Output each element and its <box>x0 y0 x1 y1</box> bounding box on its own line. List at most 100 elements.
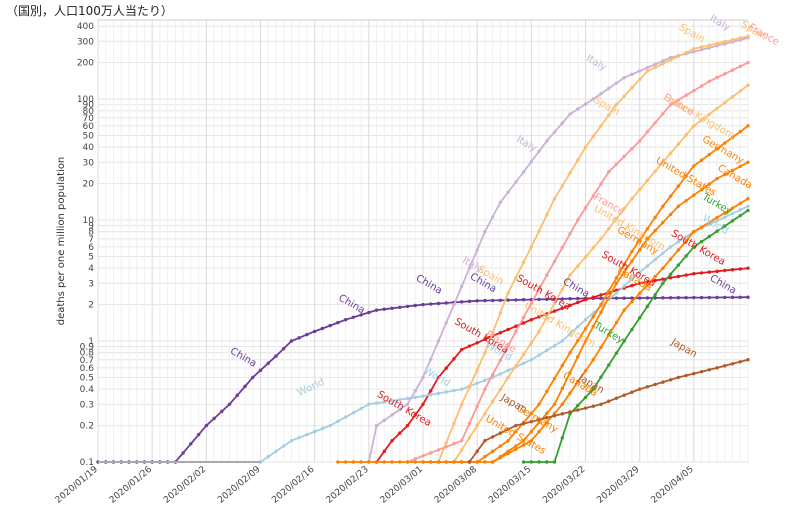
series-line-world <box>259 205 749 463</box>
data-point <box>723 39 727 44</box>
data-point <box>390 438 394 443</box>
data-point <box>552 130 557 134</box>
data-point <box>723 141 727 145</box>
data-point <box>637 296 642 300</box>
data-point <box>684 133 688 137</box>
data-point <box>568 303 572 308</box>
data-point <box>707 112 712 116</box>
data-point <box>723 364 727 368</box>
data-point <box>723 295 727 300</box>
data-point <box>591 295 595 299</box>
data-point <box>521 321 526 325</box>
data-point <box>707 295 712 300</box>
data-point <box>545 420 549 425</box>
y-tick-label: 50 <box>83 131 95 141</box>
data-point <box>467 436 472 440</box>
data-point <box>692 164 696 168</box>
data-point <box>637 248 642 252</box>
data-point <box>614 396 619 400</box>
data-point <box>668 257 673 261</box>
data-point <box>576 296 580 301</box>
data-point <box>459 284 464 289</box>
y-tick-label: 7 <box>88 235 94 245</box>
y-tick-label: 300 <box>77 37 94 47</box>
data-point <box>591 358 595 362</box>
y-tick-label: 3 <box>88 279 94 289</box>
data-point <box>359 406 363 411</box>
data-point <box>576 403 580 408</box>
data-point <box>599 402 603 406</box>
data-point <box>730 68 735 72</box>
data-point <box>630 197 634 201</box>
data-point <box>514 180 518 184</box>
data-point <box>514 298 518 302</box>
data-point <box>336 460 340 464</box>
data-point <box>475 381 479 385</box>
data-point <box>328 323 332 328</box>
chart-caption: （国別，人口100万人当たり） <box>6 4 173 18</box>
data-point <box>521 438 526 443</box>
data-point <box>220 409 224 414</box>
data-point <box>607 113 611 117</box>
data-point <box>637 139 642 143</box>
data-point <box>390 413 394 417</box>
data-point <box>699 45 704 49</box>
data-point <box>583 297 588 302</box>
x-tick-label: 2020/04/05 <box>650 465 696 506</box>
data-point <box>630 249 634 254</box>
data-point <box>204 423 209 428</box>
data-point <box>668 378 673 382</box>
data-point <box>297 336 301 340</box>
data-point <box>614 217 619 221</box>
x-tick-label: 2020/03/29 <box>595 464 641 505</box>
data-point <box>645 385 650 389</box>
data-point <box>668 58 673 62</box>
data-point <box>490 449 495 454</box>
data-point <box>382 460 387 464</box>
data-point <box>622 263 626 267</box>
data-point <box>707 43 712 47</box>
data-point <box>537 353 541 357</box>
data-point <box>367 460 371 464</box>
data-point <box>630 277 634 281</box>
data-point <box>645 237 650 241</box>
data-point <box>421 394 425 398</box>
data-point <box>421 302 425 307</box>
data-point <box>692 295 696 300</box>
data-point <box>583 102 588 106</box>
data-point <box>343 460 348 464</box>
data-point <box>498 456 503 460</box>
data-point <box>645 296 650 300</box>
data-point <box>692 245 696 249</box>
data-point <box>498 444 503 448</box>
data-point <box>622 154 626 159</box>
data-point <box>607 296 611 300</box>
data-point <box>730 38 735 42</box>
data-point <box>746 358 750 362</box>
y-tick-label: 0.8 <box>80 349 95 359</box>
data-point <box>614 351 619 355</box>
data-point <box>421 402 425 406</box>
data-point <box>227 402 232 406</box>
data-point <box>591 246 595 250</box>
data-point <box>506 451 510 456</box>
data-point <box>614 102 619 107</box>
data-point <box>282 346 286 351</box>
data-point <box>490 298 495 303</box>
data-point <box>498 431 503 435</box>
data-point <box>668 212 673 217</box>
data-point <box>746 160 750 164</box>
data-point <box>413 460 417 464</box>
y-tick-label: 5 <box>88 252 94 262</box>
data-point <box>637 187 642 192</box>
data-point <box>645 264 650 268</box>
data-point <box>707 182 712 186</box>
data-point <box>452 421 456 426</box>
data-point <box>715 106 719 111</box>
data-point <box>537 402 541 406</box>
data-point <box>545 411 549 416</box>
x-tick-label: 2020/02/23 <box>325 465 371 506</box>
data-point <box>653 65 657 70</box>
data-point <box>676 274 681 279</box>
data-point <box>552 301 557 306</box>
